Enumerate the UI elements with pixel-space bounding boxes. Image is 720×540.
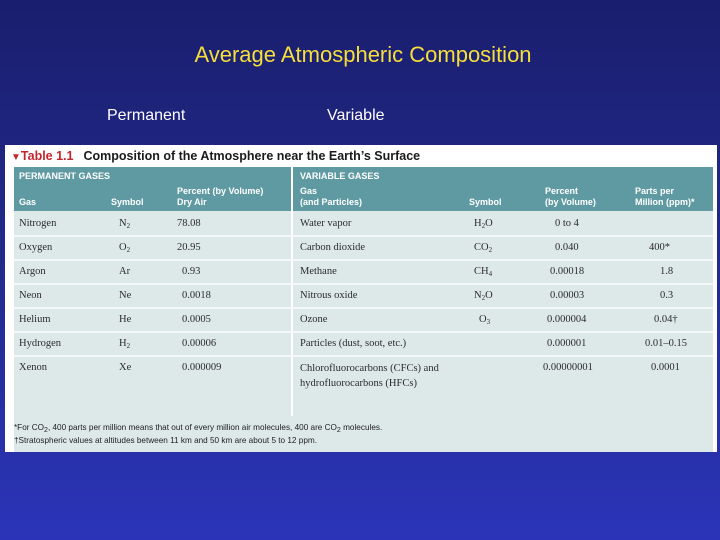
perm-gas-name: Nitrogen	[19, 218, 57, 229]
perm-gas-percent: 20.95	[177, 242, 201, 253]
perm-gas-symbol: Ar	[119, 266, 131, 277]
perm-gas-col-header: Gas	[19, 197, 37, 207]
var-gas-ppm: 0.04†	[654, 314, 678, 325]
perm-gas-symbol: He	[119, 314, 132, 325]
perm-percent-col-header-2: Dry Air	[177, 197, 207, 207]
var-gas-percent: 0.040	[555, 242, 579, 253]
perm-gas-percent: 0.0018	[182, 290, 211, 301]
table-header: PERMANENT GASES Gas Symbol Percent (by V…	[14, 167, 713, 211]
var-gas-name: Water vapor	[300, 218, 352, 229]
perm-gas-name: Neon	[19, 290, 42, 301]
var-gas-symbol: O3	[479, 314, 491, 326]
var-gas-name: Chlorofluorocarbons (CFCs) and hydrofluo…	[300, 363, 439, 389]
caption-triangle-icon: ▼	[11, 152, 21, 163]
perm-gas-percent: 0.000009	[182, 362, 222, 373]
composition-table-image: ▼Table 1.1 Composition of the Atmosphere …	[5, 145, 717, 452]
variable-gases-header: VARIABLE GASES	[300, 171, 380, 181]
var-symbol-col-header: Symbol	[469, 197, 502, 207]
var-gas-name: Particles (dust, soot, etc.)	[300, 338, 407, 349]
slide-title: Average Atmospheric Composition	[194, 42, 532, 67]
perm-gas-symbol: O2	[119, 242, 131, 254]
row-separator	[14, 235, 713, 237]
var-gas-ppm: 1.8	[660, 266, 674, 277]
perm-gas-name: Argon	[19, 266, 46, 277]
perm-gas-symbol: Ne	[119, 290, 132, 301]
var-gas-name: Nitrous oxide	[300, 290, 358, 301]
var-gas-name: Methane	[300, 266, 337, 277]
var-gas-percent: 0.00003	[550, 290, 585, 301]
var-gas-symbol: N2O	[474, 290, 493, 302]
perm-gas-percent: 0.00006	[182, 338, 217, 349]
row-separator	[14, 355, 713, 357]
perm-gas-name: Xenon	[19, 362, 47, 373]
var-gas-symbol: H2O	[474, 218, 493, 230]
var-gas-percent: 0.000001	[547, 338, 587, 349]
var-gas-ppm: 0.3	[660, 290, 674, 301]
var-gas-name: Carbon dioxide	[300, 242, 366, 253]
permanent-gases-header: PERMANENT GASES	[19, 171, 111, 181]
table-title: Composition of the Atmosphere near the E…	[83, 149, 421, 163]
footnote-ppm: *For CO2, 400 parts per million means th…	[14, 423, 383, 434]
var-gas-ppm: 400*	[649, 242, 670, 253]
perm-symbol-col-header: Symbol	[111, 197, 144, 207]
row-separator	[14, 307, 713, 309]
var-gas-percent: 0.00018	[550, 266, 585, 277]
table-body: PERMANENT GASES Gas Symbol Percent (by V…	[14, 167, 713, 452]
var-gas-symbol: CH4	[474, 266, 493, 278]
var-gas-ppm: 0.01–0.15	[645, 338, 687, 349]
row-separator	[14, 331, 713, 333]
var-gas-col-header: Gas	[300, 186, 318, 196]
ppm-col-header: Parts per	[635, 186, 675, 196]
perm-gas-symbol: N2	[119, 218, 131, 230]
var-gas-name: Ozone	[300, 314, 328, 325]
permanent-label: Permanent	[107, 107, 186, 124]
table-number: Table 1.1	[20, 149, 74, 163]
var-gas-percent: 0.00000001	[543, 362, 593, 373]
var-percent-col-header: Percent	[545, 186, 579, 196]
perm-gas-percent: 0.0005	[182, 314, 211, 325]
perm-gas-name: Hydrogen	[19, 338, 61, 349]
var-gas-percent: 0.000004	[547, 314, 587, 325]
row-separator	[14, 283, 713, 285]
perm-percent-col-header: Percent (by Volume)	[177, 186, 264, 196]
var-gas-col-header-2: (and Particles)	[300, 197, 363, 207]
perm-gas-symbol: Xe	[119, 362, 132, 373]
ppm-col-header-2: Million (ppm)*	[635, 197, 695, 207]
perm-gas-percent: 78.08	[177, 218, 201, 229]
column-divider	[291, 167, 293, 416]
footnote-stratospheric: †Stratospheric values at altitudes betwe…	[14, 436, 317, 445]
var-percent-col-header-2: (by Volume)	[545, 197, 596, 207]
var-gas-symbol: CO2	[474, 242, 493, 254]
perm-gas-name: Helium	[19, 314, 51, 325]
var-gas-percent: 0 to 4	[555, 218, 579, 229]
perm-gas-name: Oxygen	[19, 242, 53, 253]
var-gas-ppm: 0.0001	[651, 362, 680, 373]
variable-label: Variable	[327, 107, 385, 124]
table-caption: ▼Table 1.1 Composition of the Atmosphere …	[11, 149, 420, 163]
perm-gas-symbol: H2	[119, 338, 131, 350]
perm-gas-percent: 0.93	[182, 266, 201, 277]
row-separator	[14, 259, 713, 261]
